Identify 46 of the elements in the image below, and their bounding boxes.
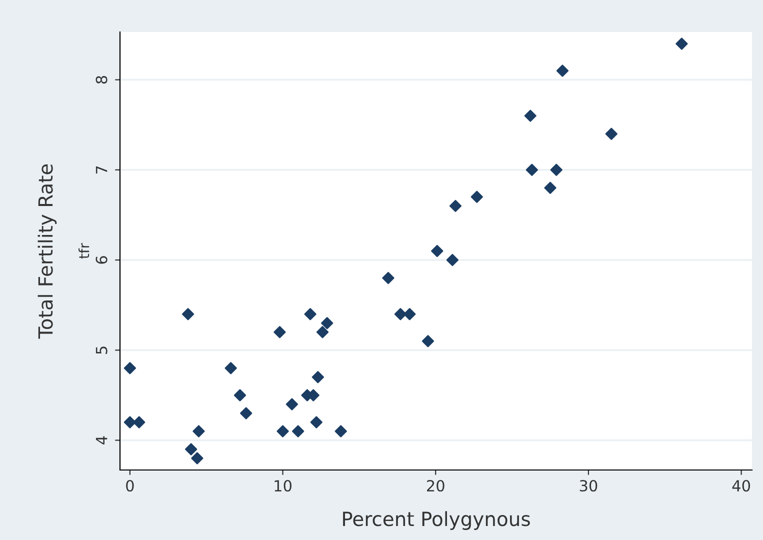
point [276,425,289,438]
point [526,164,538,176]
x-tick-label: 10 [274,480,292,492]
point [274,326,286,338]
point [182,308,194,320]
point [312,371,324,384]
y-tick-label: 8 [96,76,108,84]
y-tick-label: 6 [96,256,108,264]
x-tick-label: 0 [126,480,134,492]
point [133,416,146,428]
point [446,254,459,266]
point [321,317,334,330]
point [304,308,316,320]
point [184,443,198,456]
point [234,389,246,402]
point [524,110,536,122]
text: tfr [78,242,90,259]
point [310,416,322,428]
x-tick-label: 40 [732,480,750,492]
point [544,182,556,194]
point [292,425,304,438]
x-tick-label: 30 [580,480,598,492]
point [422,335,434,348]
y-tick-label: 5 [96,346,108,354]
point [550,164,562,176]
point [382,272,394,284]
point [449,200,462,212]
point [316,326,329,338]
point [431,244,444,258]
point [556,64,569,77]
point [124,362,136,374]
y-tick-label: 4 [96,436,108,444]
point [676,38,688,50]
point [192,425,205,438]
point [224,362,237,374]
point [470,190,483,203]
x-axis-title: Percent Polygynous [343,511,530,530]
y-tick-label: 7 [96,166,108,174]
x-tick-label: 20 [427,480,444,492]
point [605,128,618,140]
point [404,308,416,320]
y-axis-title: Total Fertility Rate [38,164,57,339]
point [240,407,252,420]
point [334,425,347,438]
point [286,398,298,410]
point [191,452,204,464]
